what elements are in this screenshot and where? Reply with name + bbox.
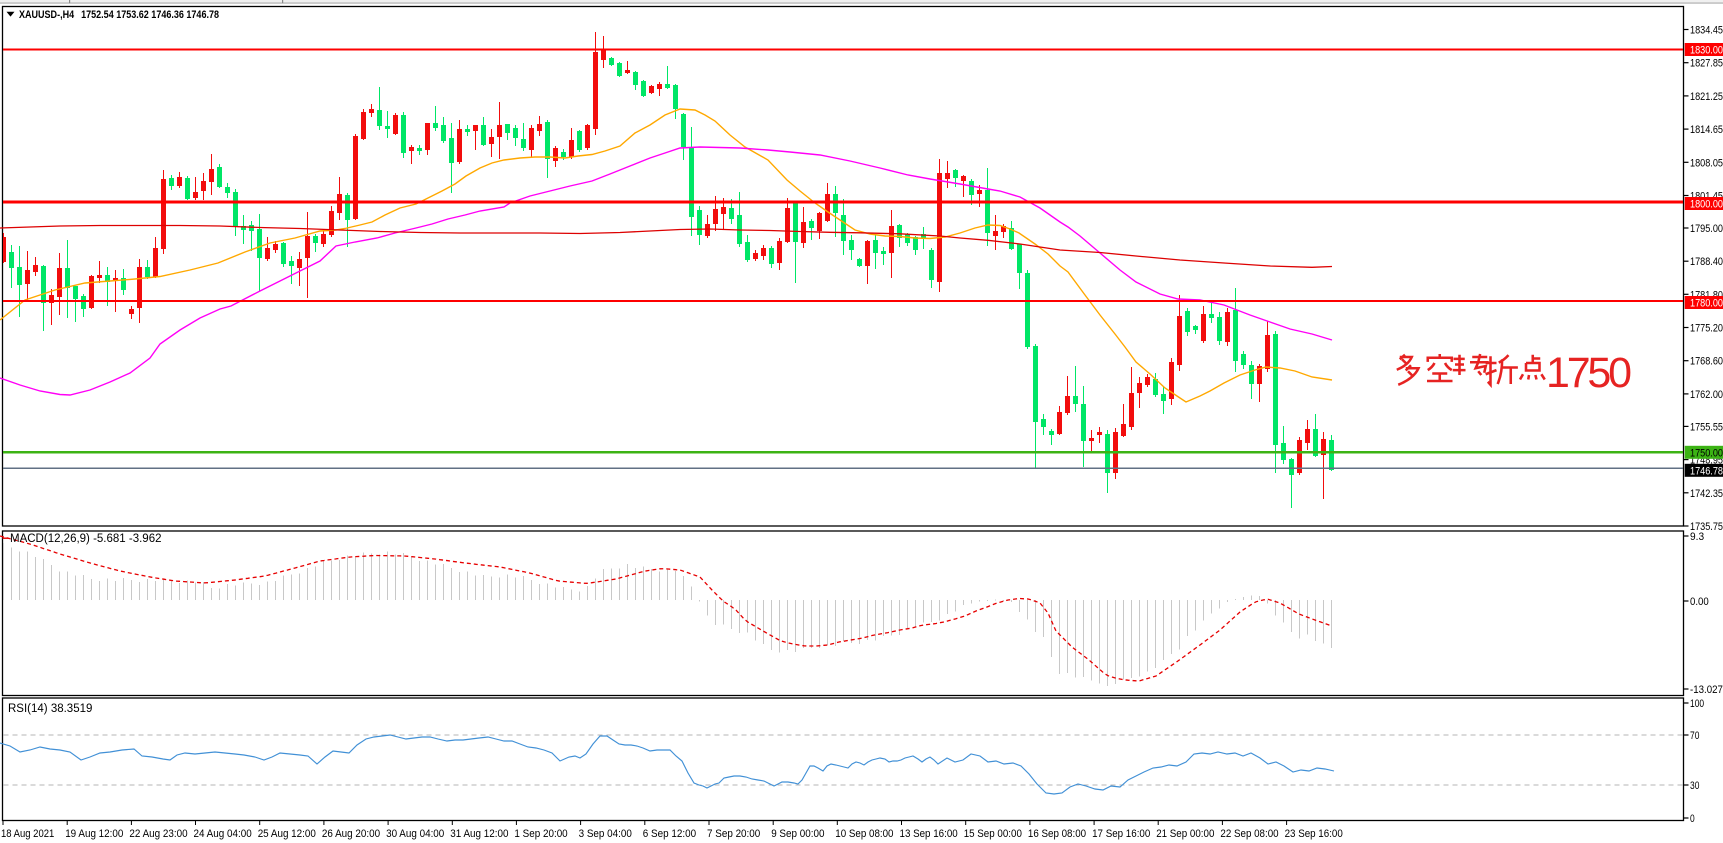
svg-text:100: 100 (1690, 698, 1704, 710)
svg-text:18 Aug 2021: 18 Aug 2021 (1, 828, 54, 840)
svg-text:1 Sep 20:00: 1 Sep 20:00 (514, 828, 567, 840)
svg-text:1775.20: 1775.20 (1690, 323, 1723, 335)
svg-text:1780.00: 1780.00 (1690, 298, 1723, 310)
svg-text:MACD(12,26,9) -5.681 -3.962: MACD(12,26,9) -5.681 -3.962 (10, 533, 162, 545)
svg-text:1735.75: 1735.75 (1690, 521, 1723, 533)
svg-text:RSI(14) 38.3519: RSI(14) 38.3519 (8, 703, 92, 715)
svg-text:30 Aug 04:00: 30 Aug 04:00 (386, 828, 444, 840)
svg-text:6 Sep 12:00: 6 Sep 12:00 (643, 828, 696, 840)
svg-text:26 Aug 20:00: 26 Aug 20:00 (322, 828, 380, 840)
svg-text:9 Sep 00:00: 9 Sep 00:00 (771, 828, 824, 840)
svg-text:13 Sep 16:00: 13 Sep 16:00 (900, 828, 958, 840)
svg-text:1750.00: 1750.00 (1690, 447, 1723, 459)
svg-text:1834.45: 1834.45 (1690, 25, 1723, 37)
svg-text:9.3: 9.3 (1690, 531, 1704, 543)
svg-text:70: 70 (1690, 730, 1699, 742)
svg-text:1821.25: 1821.25 (1690, 91, 1723, 103)
svg-text:23 Sep 16:00: 23 Sep 16:00 (1285, 828, 1343, 840)
svg-text:22 Aug 23:00: 22 Aug 23:00 (129, 828, 187, 840)
svg-text:1814.65: 1814.65 (1690, 124, 1723, 136)
svg-text:15 Sep 00:00: 15 Sep 00:00 (964, 828, 1022, 840)
svg-text:1746.78: 1746.78 (1690, 465, 1723, 477)
svg-text:1768.60: 1768.60 (1690, 356, 1723, 368)
svg-text:XAUUSD-,H4 1752.54 1753.62 17: XAUUSD-,H4 1752.54 1753.62 1746.36 1746.… (19, 9, 219, 21)
svg-text:22 Sep 08:00: 22 Sep 08:00 (1220, 828, 1278, 840)
svg-text:17 Sep 16:00: 17 Sep 16:00 (1092, 828, 1150, 840)
svg-text:10 Sep 08:00: 10 Sep 08:00 (835, 828, 893, 840)
svg-text:16 Sep 08:00: 16 Sep 08:00 (1028, 828, 1086, 840)
svg-text:31 Aug 12:00: 31 Aug 12:00 (450, 828, 508, 840)
svg-text:0.00: 0.00 (1690, 596, 1709, 608)
svg-text:1762.00: 1762.00 (1690, 389, 1723, 401)
svg-text:1830.00: 1830.00 (1690, 45, 1723, 57)
svg-text:1750: 1750 (1546, 349, 1632, 397)
svg-text:1808.05: 1808.05 (1690, 157, 1723, 169)
svg-text:19 Aug 12:00: 19 Aug 12:00 (65, 828, 123, 840)
svg-text:1795.00: 1795.00 (1690, 223, 1723, 235)
svg-text:1755.55: 1755.55 (1690, 421, 1723, 433)
svg-text:1800.00: 1800.00 (1690, 199, 1723, 211)
svg-text:1827.85: 1827.85 (1690, 58, 1723, 70)
svg-text:25 Aug 12:00: 25 Aug 12:00 (258, 828, 316, 840)
svg-text:1788.40: 1788.40 (1690, 256, 1723, 268)
svg-text:3 Sep 04:00: 3 Sep 04:00 (579, 828, 632, 840)
svg-text:7 Sep 20:00: 7 Sep 20:00 (707, 828, 760, 840)
svg-text:21 Sep 00:00: 21 Sep 00:00 (1156, 828, 1214, 840)
svg-text:30: 30 (1690, 780, 1699, 792)
svg-text:1742.35: 1742.35 (1690, 488, 1723, 500)
svg-text:24 Aug 04:00: 24 Aug 04:00 (194, 828, 252, 840)
svg-text:0: 0 (1690, 813, 1695, 825)
svg-text:-13.027: -13.027 (1690, 684, 1723, 696)
